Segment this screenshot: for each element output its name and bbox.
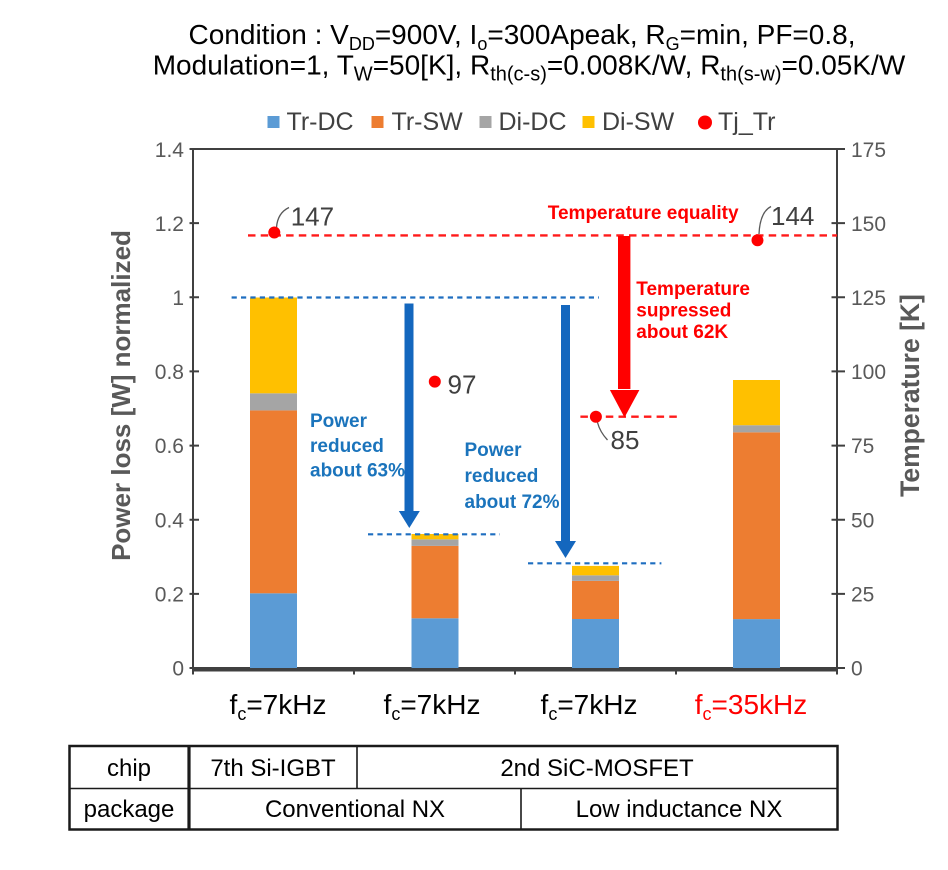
svg-text:package: package	[84, 796, 175, 823]
svg-text:Low inductance NX: Low inductance NX	[576, 796, 783, 823]
svg-text:0.4: 0.4	[155, 510, 185, 533]
svg-text:Di-SW: Di-SW	[602, 108, 675, 136]
svg-text:100: 100	[851, 361, 886, 384]
svg-text:150: 150	[851, 213, 886, 236]
svg-text:Tr-SW: Tr-SW	[392, 108, 464, 136]
svg-text:1.4: 1.4	[155, 139, 185, 162]
svg-text:1: 1	[172, 287, 184, 310]
svg-text:Power: Power	[310, 411, 368, 432]
svg-text:Temperature: Temperature	[636, 279, 750, 300]
svg-text:0.8: 0.8	[155, 361, 184, 384]
svg-text:0.6: 0.6	[155, 435, 184, 458]
svg-text:fc=7kHz: fc=7kHz	[541, 689, 638, 724]
svg-text:50: 50	[851, 510, 874, 533]
svg-text:about 72%: about 72%	[465, 492, 560, 513]
svg-text:2nd SiC-MOSFET: 2nd SiC-MOSFET	[500, 755, 694, 782]
svg-text:Temperature [K]: Temperature [K]	[895, 294, 925, 497]
svg-text:fc=7kHz: fc=7kHz	[230, 689, 327, 724]
svg-text:75: 75	[851, 435, 874, 458]
svg-text:fc=7kHz: fc=7kHz	[384, 689, 481, 724]
svg-text:reduced: reduced	[465, 466, 539, 487]
svg-text:147: 147	[291, 202, 334, 232]
svg-text:25: 25	[851, 584, 874, 607]
svg-text:supressed: supressed	[636, 301, 731, 322]
svg-text:85: 85	[611, 425, 640, 455]
svg-text:reduced: reduced	[310, 436, 384, 457]
svg-text:Temperature equality: Temperature equality	[548, 203, 739, 224]
svg-text:Modulation=1, TW=50[K], Rth(c-: Modulation=1, TW=50[K], Rth(c-s)=0.008K/…	[153, 50, 906, 86]
svg-text:Power: Power	[465, 440, 523, 461]
svg-text:about 63%: about 63%	[310, 461, 405, 482]
svg-text:Di-DC: Di-DC	[499, 108, 567, 136]
svg-text:fc=35kHz: fc=35kHz	[695, 689, 808, 724]
svg-text:Power loss [W] normalized: Power loss [W] normalized	[106, 230, 136, 561]
svg-text:Tj_Tr: Tj_Tr	[718, 108, 775, 136]
svg-text:1.2: 1.2	[155, 213, 184, 236]
svg-text:0: 0	[172, 658, 184, 681]
svg-text:0.2: 0.2	[155, 584, 184, 607]
svg-text:Conventional NX: Conventional NX	[265, 796, 445, 823]
svg-text:7th Si-IGBT: 7th Si-IGBT	[210, 755, 336, 782]
svg-text:0: 0	[851, 658, 863, 681]
svg-text:144: 144	[771, 201, 814, 231]
svg-text:97: 97	[448, 370, 477, 400]
svg-text:chip: chip	[107, 755, 151, 782]
svg-text:125: 125	[851, 287, 886, 310]
svg-text:175: 175	[851, 139, 886, 162]
svg-text:Tr-DC: Tr-DC	[287, 108, 354, 136]
svg-text:Condition : VDD=900V, Io=300Ap: Condition : VDD=900V, Io=300Apeak, RG=mi…	[189, 19, 856, 54]
svg-text:about 62K: about 62K	[636, 322, 728, 343]
